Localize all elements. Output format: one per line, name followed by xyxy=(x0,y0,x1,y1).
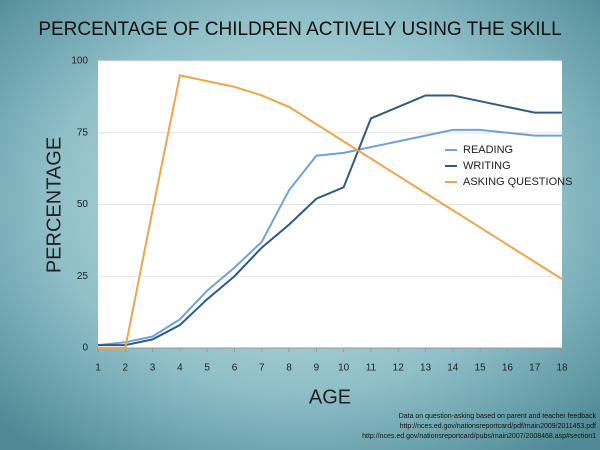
x-tick-label: 3 xyxy=(150,363,156,374)
x-tick-label: 7 xyxy=(259,363,265,374)
x-tick-label: 2 xyxy=(123,363,129,374)
y-tick-label: 100 xyxy=(71,56,88,67)
x-tick-label: 6 xyxy=(232,363,238,374)
footnote: http://nces.ed.gov/nationsreportcard/pdf… xyxy=(400,423,596,430)
x-tick-label: 9 xyxy=(314,363,320,374)
x-tick-label: 10 xyxy=(338,363,350,374)
x-tick-label: 1 xyxy=(95,363,101,374)
y-tick-label: 0 xyxy=(82,343,88,354)
x-tick-label: 12 xyxy=(393,363,405,374)
x-tick-label: 13 xyxy=(420,363,432,374)
footnote: Data on question-asking based on parent … xyxy=(399,413,597,420)
x-tick-label: 17 xyxy=(529,363,541,374)
x-tick-label: 5 xyxy=(204,363,210,374)
series-line xyxy=(98,94,562,347)
footnote: http://nces.ed.gov/nationsreportcard/pub… xyxy=(362,433,596,440)
legend-label: WRITING xyxy=(463,160,511,172)
x-tick-label: 4 xyxy=(177,363,183,374)
y-tick-label: 50 xyxy=(77,199,89,210)
x-tick-label: 15 xyxy=(475,363,487,374)
chart-title: PERCENTAGE OF CHILDREN ACTIVELY USING TH… xyxy=(38,19,561,40)
x-tick-label: 11 xyxy=(366,363,377,374)
y-tick-label: 25 xyxy=(77,271,89,282)
y-tick-label: 75 xyxy=(77,127,89,138)
legend-label: READING xyxy=(463,144,513,156)
series-line xyxy=(98,74,563,349)
x-tick-label: 16 xyxy=(502,363,514,374)
x-axis-label: AGE xyxy=(309,386,351,408)
x-tick-label: 18 xyxy=(556,363,568,374)
x-tick-label: 14 xyxy=(447,363,459,374)
series-line xyxy=(97,128,562,347)
legend-label: ASKING QUESTIONS xyxy=(463,176,572,188)
y-axis-label: PERCENTAGE xyxy=(43,137,65,273)
x-tick-label: 8 xyxy=(286,363,292,374)
